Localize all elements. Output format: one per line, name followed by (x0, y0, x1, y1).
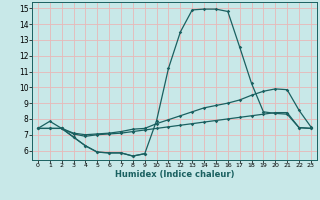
X-axis label: Humidex (Indice chaleur): Humidex (Indice chaleur) (115, 170, 234, 179)
